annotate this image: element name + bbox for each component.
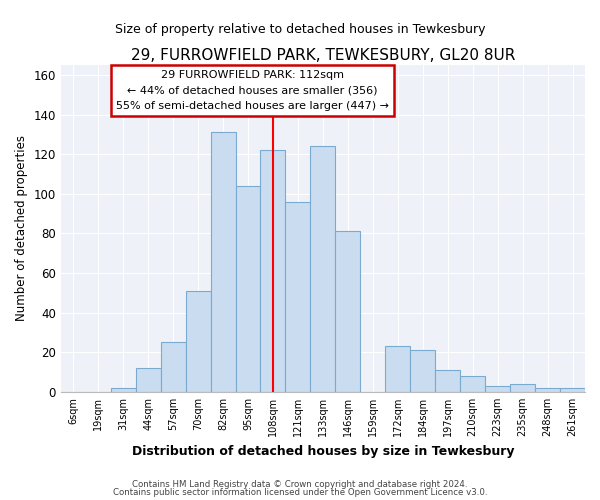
X-axis label: Distribution of detached houses by size in Tewkesbury: Distribution of detached houses by size … — [131, 444, 514, 458]
Bar — [335, 232, 361, 392]
Bar — [211, 132, 236, 392]
Text: Contains public sector information licensed under the Open Government Licence v3: Contains public sector information licen… — [113, 488, 487, 497]
Bar — [185, 291, 211, 392]
Bar — [286, 202, 310, 392]
Bar — [510, 384, 535, 392]
Bar — [435, 370, 460, 392]
Text: Size of property relative to detached houses in Tewkesbury: Size of property relative to detached ho… — [115, 22, 485, 36]
Bar — [410, 350, 435, 392]
Bar — [310, 146, 335, 392]
Bar — [111, 388, 136, 392]
Bar — [260, 150, 286, 392]
Bar — [161, 342, 185, 392]
Bar — [485, 386, 510, 392]
Bar — [560, 388, 585, 392]
Bar — [236, 186, 260, 392]
Text: Contains HM Land Registry data © Crown copyright and database right 2024.: Contains HM Land Registry data © Crown c… — [132, 480, 468, 489]
Y-axis label: Number of detached properties: Number of detached properties — [15, 136, 28, 322]
Bar — [136, 368, 161, 392]
Bar — [460, 376, 485, 392]
Bar — [385, 346, 410, 392]
Title: 29, FURROWFIELD PARK, TEWKESBURY, GL20 8UR: 29, FURROWFIELD PARK, TEWKESBURY, GL20 8… — [131, 48, 515, 62]
Bar — [535, 388, 560, 392]
Text: 29 FURROWFIELD PARK: 112sqm
← 44% of detached houses are smaller (356)
55% of se: 29 FURROWFIELD PARK: 112sqm ← 44% of det… — [116, 70, 389, 111]
